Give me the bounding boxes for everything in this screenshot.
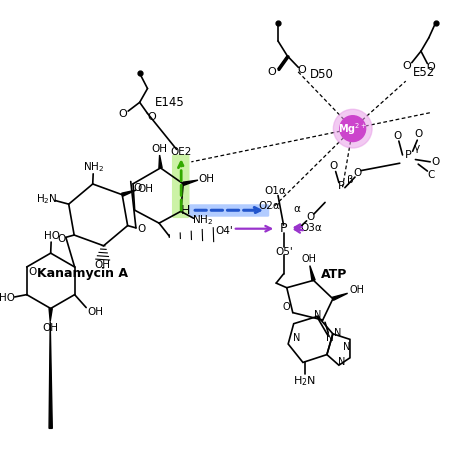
Text: O5': O5': [275, 247, 293, 257]
Text: O: O: [137, 224, 146, 234]
Text: O: O: [403, 61, 411, 72]
Text: D50: D50: [310, 68, 334, 81]
Text: O2α: O2α: [258, 201, 280, 210]
Text: H$_2$N: H$_2$N: [36, 191, 57, 206]
Text: OH: OH: [42, 323, 58, 333]
Text: O1α: O1α: [264, 186, 286, 196]
Text: Mg$^{2+}$: Mg$^{2+}$: [338, 121, 367, 137]
Text: N: N: [326, 333, 334, 343]
Text: OH: OH: [152, 144, 168, 154]
Polygon shape: [310, 265, 315, 281]
Text: OH: OH: [137, 184, 153, 194]
FancyBboxPatch shape: [189, 204, 269, 217]
Text: β: β: [347, 175, 354, 185]
Text: OH: OH: [301, 254, 317, 264]
Polygon shape: [183, 180, 198, 185]
Text: OE2: OE2: [171, 146, 192, 157]
Text: α: α: [293, 204, 300, 214]
FancyBboxPatch shape: [172, 155, 190, 218]
Text: N: N: [334, 328, 342, 338]
Text: OH: OH: [87, 307, 103, 317]
Text: P: P: [280, 222, 287, 235]
Text: OH: OH: [349, 285, 365, 295]
Text: OH: OH: [198, 174, 214, 184]
Text: HO: HO: [44, 231, 60, 241]
Text: O3α: O3α: [301, 223, 322, 233]
Text: HO: HO: [0, 293, 15, 303]
Text: O: O: [427, 62, 436, 72]
Text: NH$_2$: NH$_2$: [192, 214, 213, 228]
Text: γ: γ: [414, 143, 420, 153]
Text: N: N: [293, 333, 300, 344]
Text: P: P: [338, 181, 345, 191]
Text: O: O: [432, 157, 440, 167]
Text: O: O: [298, 65, 306, 75]
Text: H: H: [181, 204, 191, 217]
Polygon shape: [159, 155, 162, 168]
Text: E52: E52: [413, 66, 435, 79]
Text: O: O: [57, 234, 65, 244]
Text: O: O: [268, 67, 276, 77]
Text: N: N: [338, 357, 346, 367]
Circle shape: [340, 116, 365, 142]
Text: Kanamycin A: Kanamycin A: [37, 267, 128, 281]
Text: NH$_2$: NH$_2$: [83, 161, 104, 174]
Polygon shape: [332, 293, 347, 301]
Text: N: N: [314, 310, 321, 320]
Text: O: O: [394, 130, 402, 141]
Polygon shape: [122, 190, 136, 196]
Text: N: N: [344, 342, 351, 352]
Text: C: C: [428, 170, 435, 180]
Text: O: O: [148, 112, 156, 122]
Text: O: O: [354, 168, 362, 178]
Circle shape: [333, 109, 372, 148]
Text: O: O: [283, 302, 291, 312]
Text: O: O: [414, 129, 422, 139]
Text: O: O: [306, 212, 314, 222]
Text: OH: OH: [95, 260, 111, 270]
Polygon shape: [49, 309, 52, 321]
Text: O4': O4': [216, 226, 233, 236]
Text: E145: E145: [155, 96, 184, 109]
Text: O: O: [28, 266, 36, 277]
Text: O: O: [330, 161, 338, 171]
Text: P: P: [405, 150, 411, 160]
Text: H$_2$N: H$_2$N: [293, 374, 316, 388]
Polygon shape: [49, 321, 52, 428]
Text: O: O: [118, 109, 127, 119]
Text: O: O: [134, 183, 142, 193]
Text: ATP: ATP: [321, 268, 347, 281]
